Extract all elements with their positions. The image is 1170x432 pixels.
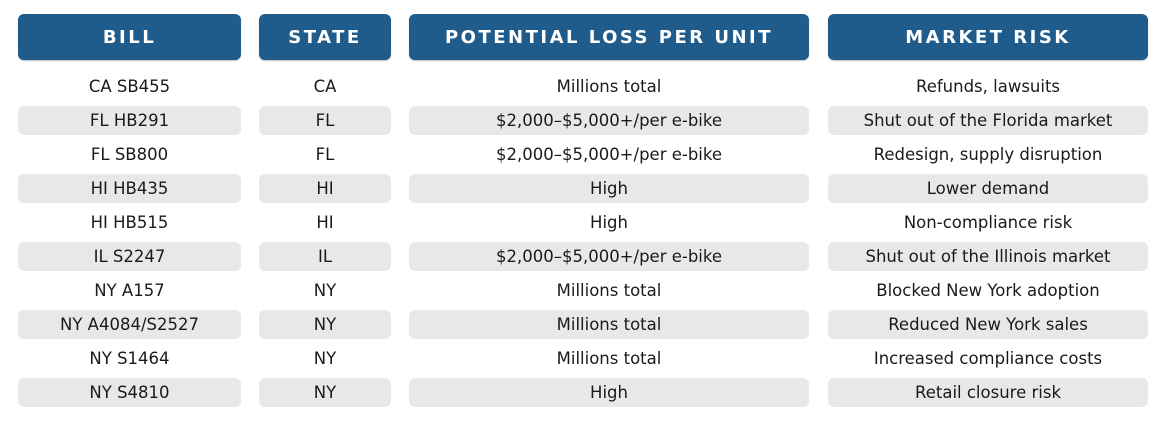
table-cell-state: NY	[313, 349, 337, 368]
column-header-potential-loss: POTENTIAL LOSS PER UNIT	[409, 14, 809, 60]
table-cell-market-risk: Refunds, lawsuits	[915, 77, 1061, 96]
table-cell-state: FL	[259, 106, 391, 135]
column-header-state: STATE	[259, 14, 391, 60]
table-cell-potential-loss: High	[409, 174, 809, 203]
table-cell-market-risk: Shut out of the Illinois market	[828, 242, 1148, 271]
table-cell-state: CA	[313, 77, 337, 96]
table-cell-bill: CA SB455	[88, 77, 171, 96]
table-cell-potential-loss: Millions total	[556, 349, 662, 368]
column-header-market-risk: MARKET RISK	[828, 14, 1148, 60]
table-cell-market-risk: Retail closure risk	[828, 378, 1148, 407]
table-cell-market-risk: Reduced New York sales	[828, 310, 1148, 339]
table-cell-bill: HI HB515	[90, 213, 169, 232]
table-cell-state: FL	[315, 145, 335, 164]
table-cell-market-risk: Lower demand	[828, 174, 1148, 203]
table-cell-state: IL	[259, 242, 391, 271]
table-cell-market-risk: Blocked New York adoption	[876, 281, 1100, 300]
table-cell-potential-loss: $2,000–$5,000+/per e-bike	[409, 242, 809, 271]
table-cell-bill: FL SB800	[90, 145, 169, 164]
table-cell-potential-loss: Millions total	[409, 310, 809, 339]
table-cell-state: NY	[259, 378, 391, 407]
table-cell-state: HI	[259, 174, 391, 203]
table-cell-bill: NY S4810	[18, 378, 241, 407]
table-cell-state: NY	[313, 281, 337, 300]
table-cell-potential-loss: $2,000–$5,000+/per e-bike	[495, 145, 723, 164]
table-cell-potential-loss: High	[409, 378, 809, 407]
table-cell-potential-loss: Millions total	[556, 281, 662, 300]
table-cell-bill: NY A4084/S2527	[18, 310, 241, 339]
table-cell-market-risk: Non-compliance risk	[903, 213, 1073, 232]
table-cell-potential-loss: High	[590, 213, 628, 232]
column-header-bill: BILL	[18, 14, 241, 60]
table-cell-bill: NY S1464	[89, 349, 170, 368]
table-cell-bill: NY A157	[94, 281, 165, 300]
table-cell-bill: HI HB435	[18, 174, 241, 203]
table-cell-market-risk: Redesign, supply disruption	[873, 145, 1103, 164]
table-cell-potential-loss: $2,000–$5,000+/per e-bike	[409, 106, 809, 135]
table-cell-bill: IL S2247	[18, 242, 241, 271]
table-cell-market-risk: Shut out of the Florida market	[828, 106, 1148, 135]
table-cell-bill: FL HB291	[18, 106, 241, 135]
table-cell-market-risk: Increased compliance costs	[873, 349, 1103, 368]
table-cell-state: HI	[316, 213, 334, 232]
table-cell-state: NY	[259, 310, 391, 339]
table-cell-potential-loss: Millions total	[556, 77, 662, 96]
